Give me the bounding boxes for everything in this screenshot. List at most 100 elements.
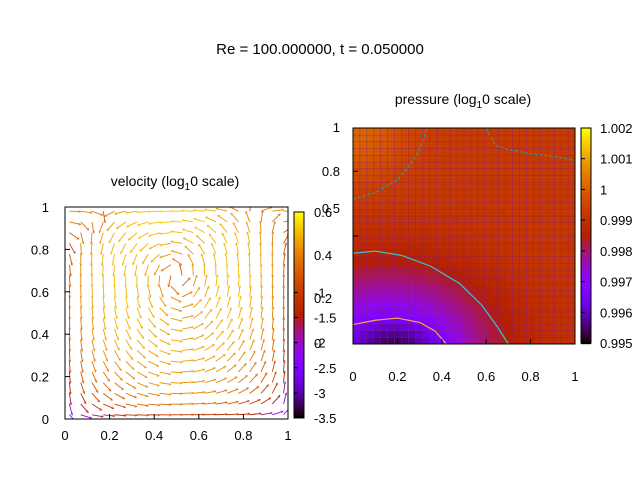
pressure-cell [547,223,554,230]
pressure-cell [360,297,367,304]
velocity-arrow [145,265,148,276]
velocity-colorbar-segment [294,274,304,276]
pressure-cell [520,324,527,331]
velocity-arrow [238,414,249,415]
velocity-colorbar-segment [294,370,304,372]
pressure-cell [374,263,381,270]
velocity-arrow [149,243,159,248]
velocity-arrow [137,286,138,297]
pressure-cell [513,331,520,338]
pressure-cell [402,337,409,344]
pressure-cell [520,175,527,182]
velocity-arrow [235,232,239,243]
pressure-cell [429,202,436,209]
pressure-cell [540,317,547,324]
velocity-arrow [261,211,263,222]
velocity-arrow [159,222,170,223]
pressure-cell [471,304,478,311]
velocity-arrow [216,343,224,351]
pressure-cell [471,148,478,155]
pressure-cell [415,196,422,203]
pressure-cell [409,310,416,317]
velocity-colorbar-segment [294,414,304,416]
velocity-arrow [91,254,92,265]
pressure-cell [492,128,499,135]
pressure-cell [526,175,533,182]
velocity-arrow [218,215,227,222]
pressure-cell [381,331,388,338]
velocity-arrow [227,389,238,393]
figure-title: Re = 100.000000, t = 0.050000 [216,41,424,58]
pressure-cell [561,175,568,182]
velocity-colorbar-segment [294,328,304,330]
pressure-cell [436,135,443,142]
pressure-cell [436,189,443,196]
pressure-cell [381,310,388,317]
pressure-cell [506,256,513,263]
pressure-cell [381,202,388,209]
velocity-colorbar-segment [294,372,304,374]
pressure-cell [520,223,527,230]
pressure-cell [429,128,436,135]
pressure-cell [443,202,450,209]
velocity-arrow [133,254,137,265]
pressure-cell [402,148,409,155]
pressure-cell [533,135,540,142]
velocity-arrow [201,254,204,265]
pressure-cell [422,148,429,155]
velocity-colorbar-segment [294,314,304,316]
velocity-arrow [216,366,226,372]
pressure-cell [429,175,436,182]
pressure-cell [526,304,533,311]
velocity-arrow [92,393,100,402]
pressure-cell [422,236,429,243]
pressure-x-tick-label: 1 [571,369,578,384]
pressure-cell [520,229,527,236]
velocity-colorbar-segment [294,318,304,320]
pressure-cell [450,196,457,203]
pressure-cell [485,324,492,331]
pressure-cell [568,236,575,243]
pressure-colorbar-segment [581,272,591,274]
pressure-cell [436,223,443,230]
pressure-cell [381,169,388,176]
pressure-cell [360,169,367,176]
pressure-cell [374,324,381,331]
velocity-colorbar-segment [294,218,304,220]
velocity-arrow [284,406,292,415]
velocity-arrow [284,393,287,404]
pressure-colorbar-segment [581,194,591,196]
pressure-cell [561,277,568,284]
velocity-colorbar-segment [294,386,304,388]
pressure-cell [520,169,527,176]
velocity-colorbar-segment [294,256,304,258]
pressure-cell [409,324,416,331]
pressure-cell [526,223,533,230]
velocity-colorbar-segment [294,310,304,312]
pressure-cell [450,175,457,182]
pressure-cell [367,142,374,149]
pressure-cell [520,263,527,270]
velocity-arrow [238,307,241,318]
pressure-cell [492,283,499,290]
pressure-cell [381,223,388,230]
pressure-cell [457,182,464,189]
pressure-cell [402,135,409,142]
pressure-cell [429,216,436,223]
pressure-cell [540,331,547,338]
pressure-cell [415,263,422,270]
pressure-cell [464,256,471,263]
pressure-cell [409,243,416,250]
velocity-arrow [137,372,147,378]
velocity-arrow [148,372,159,376]
pressure-cell [471,155,478,162]
pressure-cell [547,216,554,223]
velocity-arrow [205,275,207,286]
velocity-arrow [137,308,141,319]
pressure-cell [353,155,360,162]
velocity-colorbar-segment [294,272,304,274]
velocity-colorbar-segment [294,380,304,382]
pressure-cell [533,243,540,250]
pressure-cell [450,256,457,263]
pressure-cell [540,297,547,304]
